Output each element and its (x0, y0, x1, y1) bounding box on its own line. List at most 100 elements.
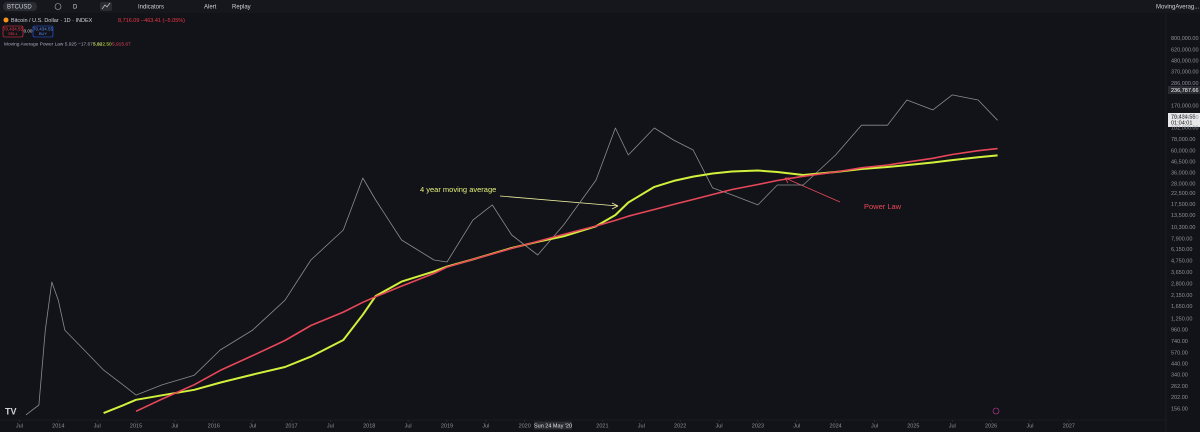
x-tick-label: 2023 (752, 423, 764, 429)
chart-style[interactable] (100, 2, 112, 11)
indicator-legend: Moving Average Power Law 5.925 −17.673 1… (4, 41, 103, 47)
high-tag-box (1168, 86, 1200, 94)
countdown-tag: 01:04:01 (1171, 120, 1192, 126)
y-tick-label: 262.00 (1171, 384, 1188, 390)
y-tick-label: 1,650.00 (1171, 304, 1192, 310)
y-tick-label: 2,800.00 (1171, 281, 1192, 287)
tv-logo: TV (5, 406, 17, 416)
y-tick-label: 960.00 (1171, 328, 1188, 334)
x-tick-label: Jul (482, 423, 489, 429)
annotation: 4 year moving average (420, 185, 496, 194)
y-tick-label: 6,150.00 (1171, 247, 1192, 253)
x-tick-label: 2021 (596, 423, 608, 429)
instrument: Bitcoin / U.S. Dollar · 1D · INDEX (11, 18, 93, 24)
x-tick-label: Jul (405, 423, 412, 429)
y-tick-label: 2,150.00 (1171, 293, 1192, 299)
x-tick-label: Jul (16, 423, 23, 429)
y-tick-label: 130,000.00 (1171, 115, 1199, 121)
y-tick-label: 17,500.00 (1171, 202, 1195, 208)
x-tick-label: 2017 (285, 423, 297, 429)
x-tick-label: Jul (949, 423, 956, 429)
sell-button[interactable] (2, 25, 24, 38)
y-tick-label: 156.00 (1171, 406, 1188, 412)
x-tick-label: Jul (638, 423, 645, 429)
x-tick-label: 2022 (674, 423, 686, 429)
add-symbol[interactable] (54, 3, 62, 10)
y-tick-label: 46,500.00 (1171, 160, 1195, 166)
symbol-search[interactable] (3, 2, 37, 11)
y-tick-label: 60,000.00 (1171, 148, 1195, 154)
y-tick-label: 620,000.00 (1171, 47, 1199, 53)
y-tick-label: 78,000.00 (1171, 137, 1195, 143)
y-tick-label: 36,000.00 (1171, 171, 1195, 177)
x-tick-label: 2025 (907, 423, 919, 429)
event-marker[interactable] (992, 407, 1000, 415)
high-tag: 236,787.66 (1171, 88, 1199, 94)
series-line (135, 147, 998, 413)
x-tick-label: Jul (793, 423, 800, 429)
y-tick-label: 3,650.00 (1171, 270, 1192, 276)
x-tick-label: 2019 (441, 423, 453, 429)
x-tick-label: 2015 (130, 423, 142, 429)
indicators-button[interactable]: Indicators (138, 4, 164, 10)
symbol[interactable]: BTCUSD (7, 4, 32, 10)
y-tick-label: 13,500.00 (1171, 213, 1195, 219)
x-tick-label: Jul (327, 423, 334, 429)
ma-arrow (499, 195, 619, 210)
y-tick-label: 28,000.00 (1171, 182, 1195, 188)
series-line (25, 94, 998, 416)
alert-button[interactable]: Alert (204, 4, 217, 10)
x-tick-label: Jul (871, 423, 878, 429)
x-tick-label: 2026 (985, 423, 997, 429)
y-tick-label: 22,500.00 (1171, 191, 1195, 197)
crosshair-label: Sun 24 May '20 (534, 423, 572, 429)
last-tag-box (1168, 113, 1200, 127)
x-tick-label: Jul (94, 423, 101, 429)
last-price-tag: 70,434.55 (1171, 114, 1195, 120)
toolbar (0, 0, 1200, 13)
x-tick-label: Jul (249, 423, 256, 429)
y-tick-label: 202.00 (1171, 395, 1188, 401)
y-tick-label: 102,000.00 (1171, 125, 1199, 131)
y-tick-label: 800,000.00 (1171, 36, 1199, 42)
y-tick-label: 570.00 (1171, 350, 1188, 356)
x-tick-label: Jul (171, 423, 178, 429)
y-tick-label: 4,750.00 (1171, 258, 1192, 264)
y-tick-label: 286,000.00 (1171, 81, 1199, 87)
indicator-pl-value: 5,915.67 (112, 41, 131, 47)
x-tick-label: 2014 (52, 423, 64, 429)
y-tick-label: 1,250.00 (1171, 316, 1192, 322)
spread: 0.00 (24, 29, 33, 34)
layout-name[interactable]: MovingAverag... (1156, 4, 1200, 10)
chart-style-icon (101, 2, 111, 10)
x-tick-label: Jul (1026, 423, 1033, 429)
buy-button[interactable] (32, 25, 54, 38)
x-tick-label: 2018 (363, 423, 375, 429)
y-tick-label: 740.00 (1171, 339, 1188, 345)
sell-label[interactable]: SELL (8, 31, 19, 36)
coin-icon (3, 17, 9, 23)
x-tick-label: 2027 (1063, 423, 1075, 429)
replay-button[interactable]: Replay (232, 4, 251, 10)
x-tick-label: 2016 (208, 423, 220, 429)
y-tick-label: 170,000.00 (1171, 103, 1199, 109)
y-tick-label: 440.00 (1171, 362, 1188, 368)
buy-label[interactable]: BUY (39, 31, 48, 36)
price-change: 8,716.09 −463.41 (−5.05%) (118, 18, 185, 24)
y-tick-label: 340.00 (1171, 373, 1188, 379)
indicator-ma-value: 5,622.50 (93, 41, 112, 47)
sell-price[interactable]: 70,434.55 (3, 27, 24, 32)
annotation: Power Law (864, 202, 902, 211)
crosshair-label-box (534, 421, 572, 430)
y-tick-label: 10,300.00 (1171, 225, 1195, 231)
x-tick-label: 2024 (830, 423, 842, 429)
x-tick-label: 2020 (519, 423, 531, 429)
buy-price[interactable]: 70,434.55 (33, 27, 54, 32)
y-tick-label: 480,000.00 (1171, 58, 1199, 64)
y-tick-label: 7,900.00 (1171, 236, 1192, 242)
x-tick-label: Jul (716, 423, 723, 429)
y-tick-label: 370,000.00 (1171, 70, 1199, 76)
interval[interactable]: D (73, 4, 78, 10)
